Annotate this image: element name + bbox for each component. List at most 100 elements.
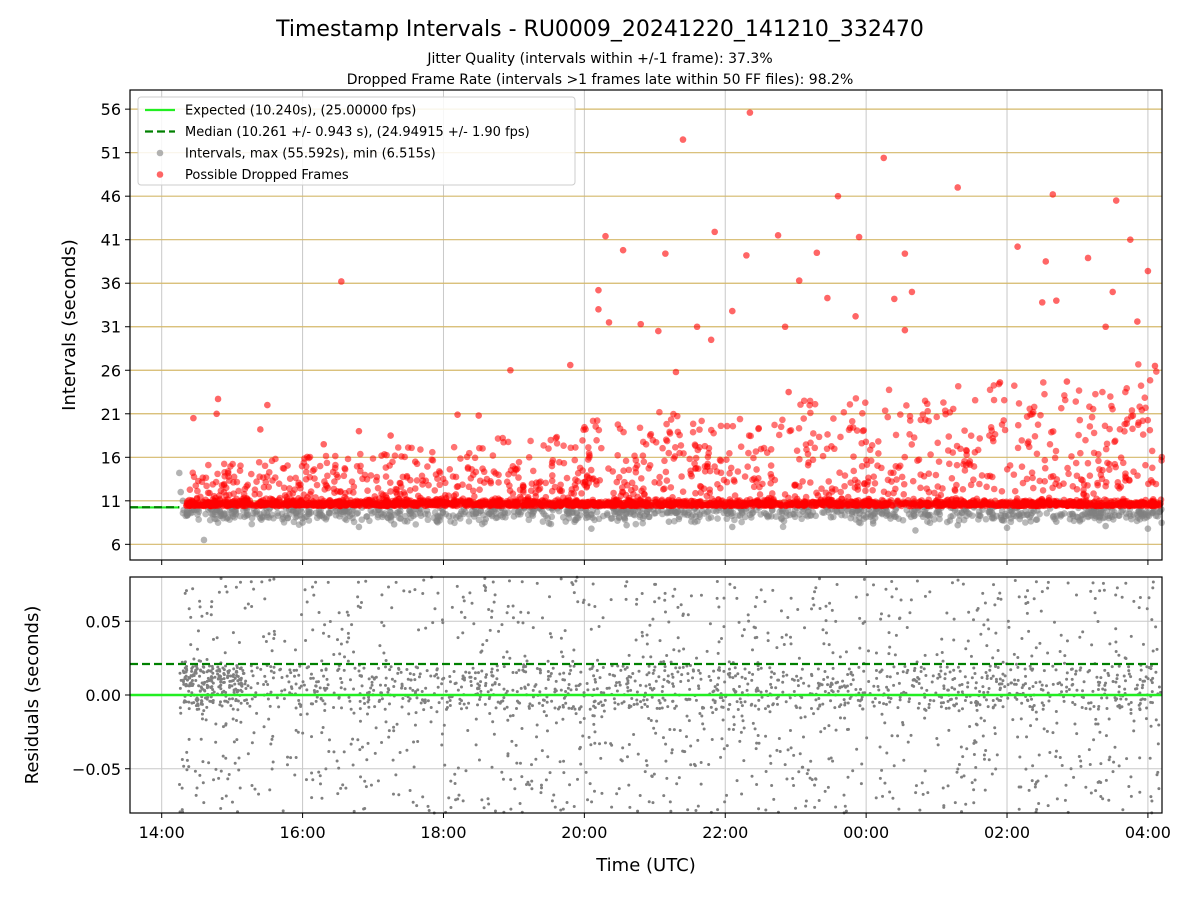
dropped-frame-point: [850, 467, 858, 475]
gray-interval-point: [650, 510, 658, 517]
residual-point: [289, 756, 293, 760]
dropped-frame-point: [562, 497, 570, 505]
dropped-frame-point: [582, 478, 589, 486]
dropped-frame-point: [1072, 459, 1080, 467]
residual-point: [526, 611, 530, 615]
dropped-frame-point: [1148, 447, 1156, 455]
residual-point: [387, 585, 391, 589]
residual-point: [592, 722, 596, 726]
residual-point: [346, 613, 350, 617]
dropped-frame-point: [224, 468, 232, 475]
dropped-frame-point: [796, 483, 803, 490]
dropped-frame-point: [862, 487, 869, 495]
residual-point: [865, 593, 869, 597]
residual-point: [225, 590, 229, 594]
dropped-frame-point: [1135, 419, 1142, 426]
gray-interval-point: [827, 514, 835, 521]
residual-point: [823, 726, 827, 730]
residual-point: [883, 721, 887, 725]
residual-point: [731, 727, 735, 731]
dropped-frame-point: [713, 502, 720, 510]
dropped-frame-point: [429, 448, 436, 456]
dropped-frame-point: [584, 456, 592, 463]
dropped-frame-point: [1036, 477, 1044, 485]
residual-point: [599, 756, 603, 760]
dropped-frame-point: [897, 411, 904, 418]
dropped-frame-point: [1153, 368, 1160, 375]
gray-interval-point: [568, 508, 575, 516]
dropped-frame-point: [891, 295, 898, 303]
dropped-frame-point: [805, 459, 812, 466]
dropped-frame-point: [1082, 436, 1089, 444]
dropped-frame-point: [724, 499, 732, 506]
residual-point: [625, 580, 629, 584]
residual-point: [467, 701, 471, 705]
dropped-frame-point: [397, 483, 405, 490]
residual-point: [405, 748, 409, 752]
dropped-frame-point: [824, 431, 831, 438]
dropped-frame-point: [828, 488, 836, 495]
dropped-frame-point: [867, 457, 875, 465]
residual-point: [369, 783, 373, 787]
residual-point: [413, 678, 417, 682]
dropped-frame-point: [1038, 299, 1046, 306]
residual-point: [260, 580, 264, 584]
dropped-frame-point: [210, 492, 218, 500]
residual-point: [676, 605, 680, 609]
dropped-frame-point: [1095, 457, 1102, 465]
gray-interval-point: [183, 509, 191, 517]
residual-point: [940, 651, 944, 655]
residual-point: [539, 791, 543, 795]
dropped-frame-point: [858, 439, 865, 447]
dropped-frame-point: [894, 498, 902, 506]
residual-point: [686, 672, 690, 676]
residual-point: [950, 686, 954, 690]
dropped-frame-point: [639, 452, 647, 459]
dropped-frame-point: [1025, 443, 1033, 451]
dropped-frame-point: [632, 468, 640, 476]
dropped-frame-point: [1146, 426, 1154, 434]
dropped-frame-point: [976, 480, 983, 488]
residual-point: [652, 772, 656, 776]
residual-point: [365, 758, 369, 762]
residual-point: [364, 579, 368, 583]
dropped-frame-point: [513, 502, 521, 510]
residual-point: [750, 648, 754, 652]
dropped-frame-point: [280, 465, 288, 472]
dropped-frame-point: [1013, 495, 1021, 502]
residual-point: [1047, 699, 1051, 703]
dropped-frame-point: [524, 495, 532, 502]
dropped-frame-point: [1120, 495, 1127, 503]
residual-point: [566, 686, 570, 690]
dropped-frame-point: [914, 457, 921, 464]
residual-point: [490, 670, 494, 674]
residual-point: [255, 711, 259, 715]
dropped-frame-point: [609, 468, 617, 475]
dropped-frame-point: [467, 475, 475, 482]
dropped-frame-point: [515, 474, 522, 481]
residual-point: [447, 796, 451, 800]
gray-interval-point: [538, 507, 546, 515]
dropped-frame-point: [861, 399, 869, 406]
residual-point: [953, 687, 957, 691]
dropped-frame-point: [822, 489, 830, 497]
dropped-frame-point: [906, 431, 913, 438]
residual-point: [528, 702, 532, 706]
residual-point: [757, 707, 761, 711]
dropped-frame-point: [605, 319, 613, 326]
residual-point: [923, 769, 927, 773]
residual-point: [1026, 589, 1030, 593]
dropped-frame-point: [272, 455, 279, 463]
residual-point: [1074, 672, 1078, 676]
residual-point: [408, 672, 412, 676]
gray-interval-point: [504, 509, 512, 516]
dropped-frame-point: [953, 461, 961, 469]
dropped-frame-point: [753, 478, 760, 485]
dropped-frame-point: [230, 479, 237, 486]
residual-point: [594, 680, 598, 684]
dropped-frame-point: [585, 449, 593, 457]
gray-interval-point: [925, 512, 933, 520]
dropped-frame-point: [593, 477, 600, 485]
dropped-frame-point: [1127, 236, 1134, 244]
residual-point: [337, 611, 341, 615]
